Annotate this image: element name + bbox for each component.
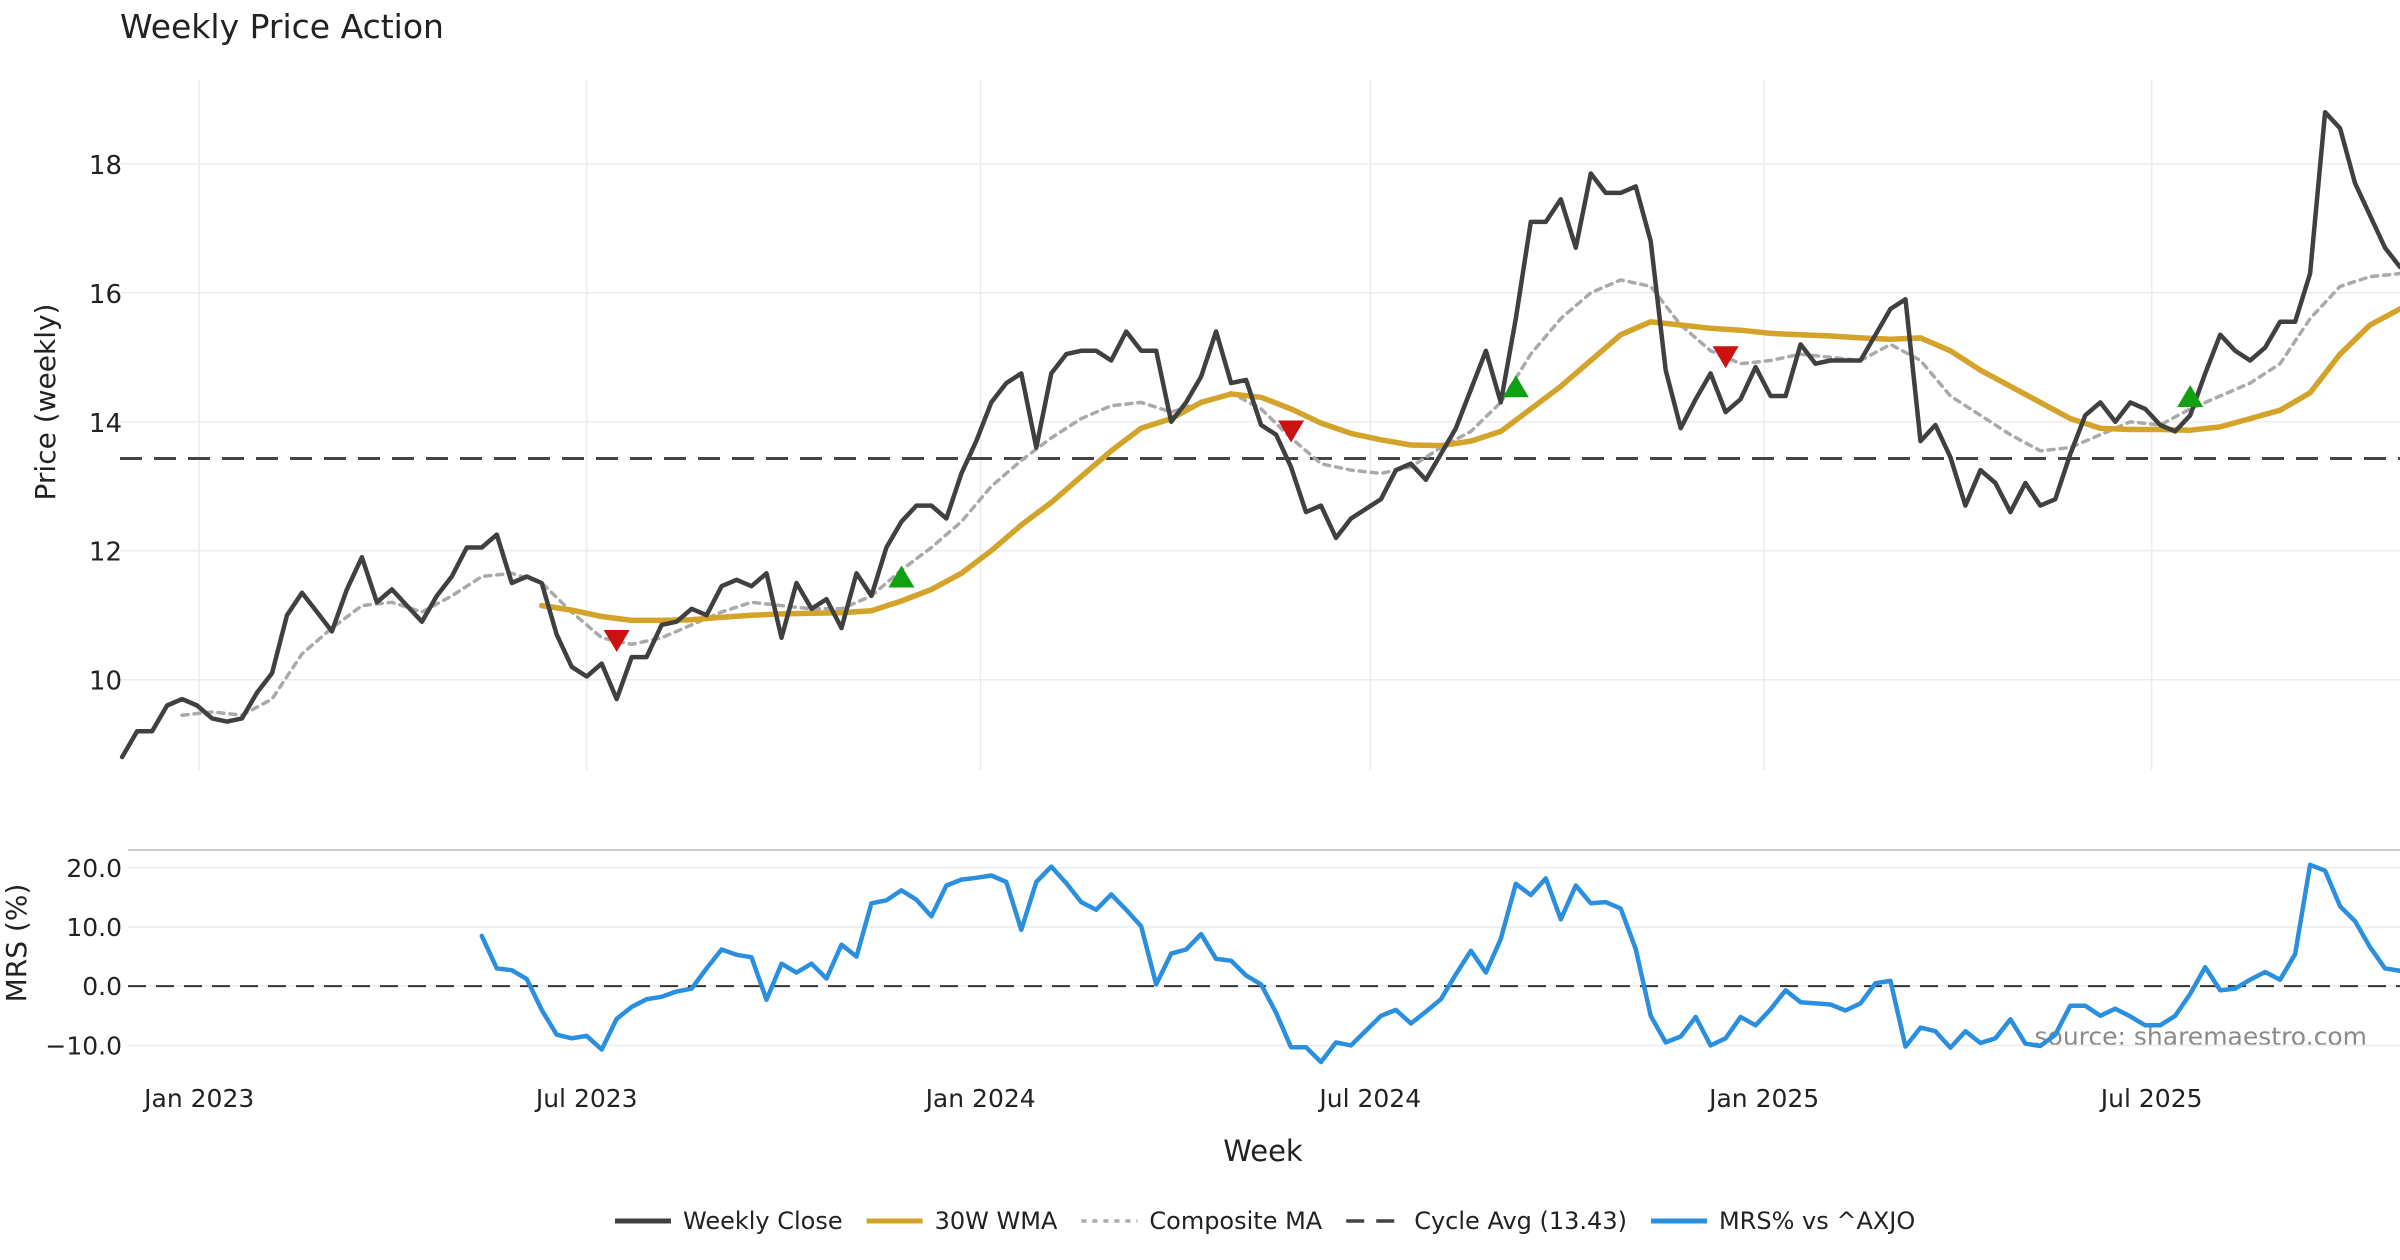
x-tick-label: Jan 2023 — [142, 1084, 254, 1113]
mrs-line — [479, 862, 2400, 1065]
composite-ma-line — [180, 271, 2400, 717]
x-tick-label: Jul 2024 — [1317, 1084, 1421, 1113]
x-tick-label: Jan 2024 — [924, 1084, 1036, 1113]
legend-label: Weekly Close — [683, 1207, 843, 1235]
price-y-tick-label: 16 — [89, 280, 122, 310]
wma-30w-line — [538, 306, 2400, 624]
mrs-y-axis-label: MRS (%) — [0, 884, 33, 1003]
legend-item: Composite MA — [1081, 1207, 1323, 1235]
legend-label: 30W WMA — [935, 1207, 1058, 1235]
buy-signal-marker — [1502, 375, 1529, 398]
price-y-tick-label: 10 — [89, 667, 122, 697]
buy-signal-marker — [888, 565, 915, 588]
source-annotation: source: sharemaestro.com — [2035, 1022, 2368, 1051]
chart-title: Weekly Price Action — [120, 7, 444, 46]
price-y-tick-label: 18 — [89, 151, 122, 181]
sell-signal-marker — [1278, 420, 1305, 443]
price-y-tick-label: 14 — [89, 409, 122, 439]
legend-label: Composite MA — [1149, 1207, 1322, 1235]
legend-item: MRS% vs ^AXJO — [1650, 1207, 1915, 1235]
x-axis-label: Week — [1223, 1134, 1303, 1168]
legend-item: 30W WMA — [866, 1207, 1058, 1235]
legend-item: Weekly Close — [615, 1207, 843, 1235]
sell-signal-marker — [603, 630, 630, 653]
x-tick-label: Jan 2025 — [1707, 1084, 1819, 1113]
x-tick-label: Jul 2025 — [2099, 1084, 2203, 1113]
price-y-tick-label: 12 — [89, 538, 122, 568]
buy-signal-marker — [2177, 384, 2204, 407]
x-tick-label: Jul 2023 — [534, 1084, 638, 1113]
sell-signal-marker — [1712, 346, 1739, 369]
mrs-y-tick-label: −10.0 — [45, 1031, 122, 1060]
price-y-axis-label: Price (weekly) — [29, 304, 62, 501]
weekly-close-line — [119, 109, 2400, 760]
mrs-y-tick-label: 10.0 — [66, 913, 122, 942]
legend-label: MRS% vs ^AXJO — [1719, 1207, 1915, 1235]
plot-layer — [119, 109, 2400, 1065]
mrs-y-tick-label: 20.0 — [66, 854, 122, 883]
legend-label: Cycle Avg (13.43) — [1414, 1207, 1627, 1235]
legend: Weekly Close 30W WMA Composite MA Cycle Avg… — [615, 1207, 1915, 1235]
legend-item: Cycle Avg (13.43) — [1346, 1207, 1627, 1235]
mrs-y-tick-label: 0.0 — [82, 972, 122, 1001]
